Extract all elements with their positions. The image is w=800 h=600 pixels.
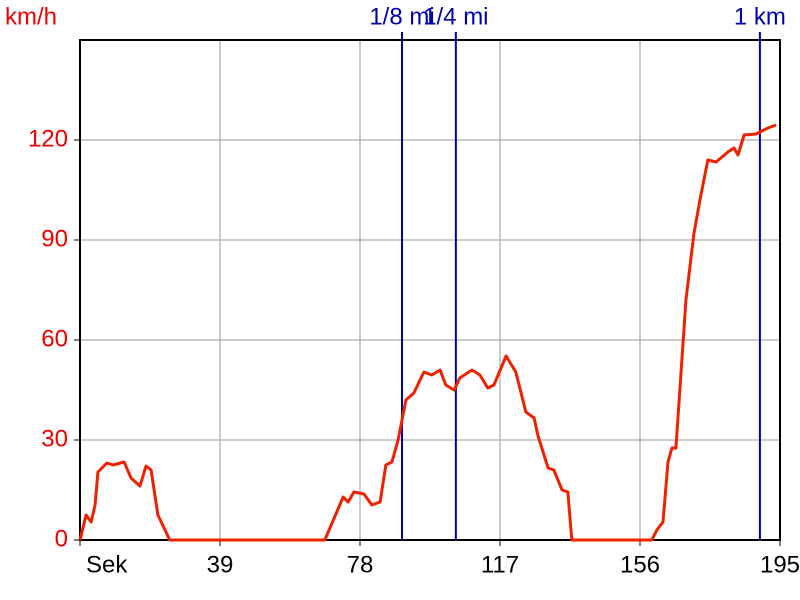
marker-label: 1 km (734, 3, 786, 30)
plot-frame (79, 39, 781, 541)
y-tick-label: 30 (41, 425, 68, 452)
plot-area (80, 40, 780, 540)
y-axis-label: km/h (5, 3, 57, 30)
x-tick-label: 39 (207, 551, 234, 578)
y-tick-label: 90 (41, 225, 68, 252)
x-tick-label: 117 (481, 551, 519, 578)
marker-label: 1/4 mi (423, 3, 488, 30)
x-tick-label: 78 (347, 551, 374, 578)
y-tick-label: 60 (41, 325, 68, 352)
x-tick-label: Sek (86, 551, 128, 578)
x-tick-label: 195 (760, 551, 800, 578)
speed-line (78, 123, 777, 542)
y-tick-label: 0 (55, 525, 68, 552)
y-tick-label: 120 (28, 125, 68, 152)
marker-label: 1/8 mi (369, 3, 434, 30)
x-tick-label: 156 (620, 551, 660, 578)
